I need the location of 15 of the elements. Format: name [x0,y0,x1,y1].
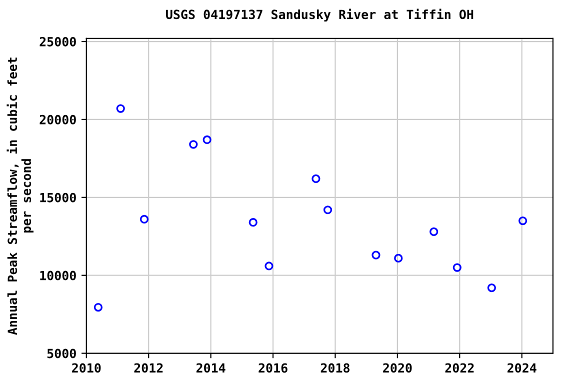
x-tick-label: 2018 [320,363,350,373]
x-tick-label: 2016 [258,363,288,373]
x-tick-label: 2012 [134,363,163,373]
chart-title: USGS 04197137 Sandusky River at Tiffin OH [166,8,474,22]
x-tick-label: 2020 [383,363,412,373]
y-tick-label: 10000 [40,270,76,280]
y-tick-label: 5000 [47,348,76,358]
y-tick-label: 20000 [40,114,76,124]
x-tick-label: 2022 [445,363,474,373]
x-tick-label: 2014 [196,363,226,373]
x-tick-label: 2024 [508,363,536,373]
y-axis-title: Annual Peak Streamflow, in cubic feet per second [6,58,34,335]
y-tick-label: 25000 [40,36,76,46]
x-tick-label: 2010 [72,363,101,373]
y-tick-label: 15000 [40,192,76,202]
